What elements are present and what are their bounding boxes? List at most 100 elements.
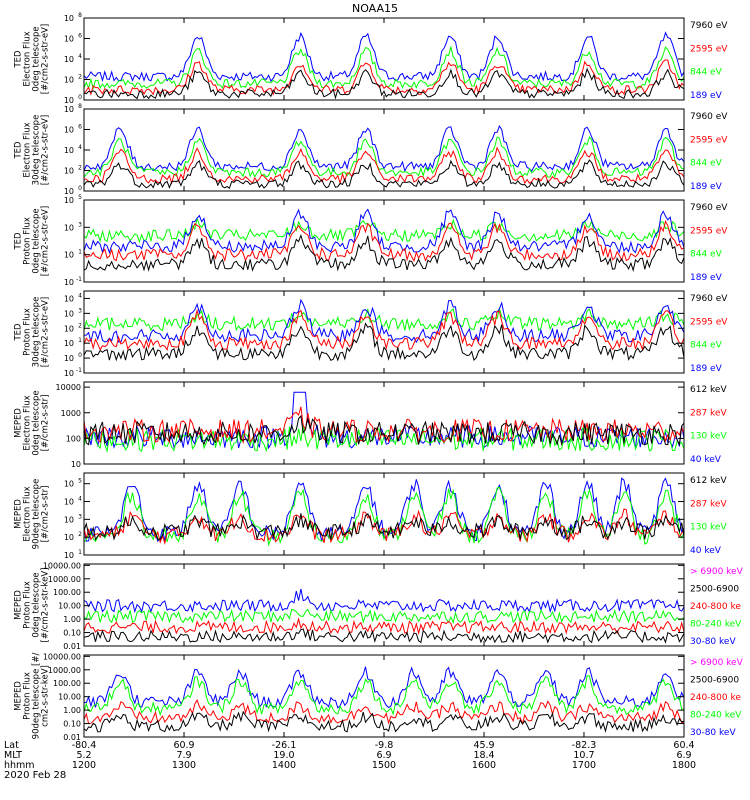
panel-1: 10 0 10 2 10 4 10 6 10 8 TEDElectron Flux0deg tele… (14, 12, 729, 105)
legend-entry: 2595 eV (690, 44, 728, 54)
y-tick-label: 10 (64, 278, 74, 287)
y-axis-label: TEDElectron Flux30deg telescope[#/cm2-s-… (14, 115, 51, 186)
y-tick-exponent: 0 (78, 94, 82, 101)
y-axis-label: TEDProton Flux30deg telescope[#/cm2-s-st… (14, 297, 51, 368)
legend-entry: 2595 eV (690, 317, 728, 327)
y-tick-exponent: 4 (78, 53, 82, 60)
y-tick-label: 100.00 (53, 588, 81, 597)
y-axis-label: MEPEDProton Flux0deg telescope[#/cm2-s-s… (14, 568, 51, 643)
y-tick-label: 10 (64, 498, 74, 507)
series-line-287-kev (83, 406, 685, 445)
legend-entry: 7960 eV (690, 112, 728, 122)
x-tick-label-mlt: 6.9 (376, 750, 391, 761)
y-tick-label: 10 (64, 309, 74, 318)
y-tick-label: 0.10 (63, 720, 81, 729)
y-tick-label: 10 (71, 460, 81, 469)
legend-entry: 189 eV (690, 91, 723, 101)
y-tick-label: 10 (64, 55, 74, 64)
y-tick-label: 10 (64, 35, 74, 44)
date-label: 2020 Feb 28 (4, 770, 66, 781)
y-tick-exponent: 5 (78, 194, 82, 201)
legend-entry: 130 keV (690, 432, 727, 442)
y-tick-label: 10 (64, 105, 74, 114)
y-tick-label: 10 (64, 369, 74, 378)
x-tick-label-mlt: 6.9 (676, 750, 691, 761)
x-tick-label-hhmm: 1300 (172, 760, 196, 771)
legend-entry: 80-240 keV (690, 620, 742, 630)
x-tick-label-mlt: 5.2 (76, 750, 91, 761)
y-tick-exponent: 2 (78, 74, 82, 81)
y-tick-exponent: 3 (78, 221, 82, 228)
series-line-40-kev (83, 391, 685, 450)
y-tick-label: 10 (64, 223, 74, 232)
legend-entry: 40 keV (690, 546, 722, 556)
y-tick-exponent: 6 (78, 124, 82, 131)
series-line-30-80-kev (83, 588, 685, 614)
x-tick-label-hhmm: 1200 (72, 760, 96, 771)
x-tick-label-lat: 60.4 (673, 740, 694, 751)
panel-5: 10 100 1000 10000 MEPEDElectron Flux0deg tel… (14, 381, 727, 469)
legend-entry: 2595 eV (690, 226, 728, 236)
y-axis-label: TEDElectron Flux0deg telescope[#/cm2-s-s… (14, 24, 51, 94)
y-tick-label: 10 (64, 167, 74, 176)
y-tick-label: 1000 (61, 409, 81, 418)
y-tick-label: 10 (64, 294, 74, 303)
x-tick-label-hhmm: 1800 (672, 760, 696, 771)
y-tick-label: 10 (64, 533, 74, 542)
series-line-7960-ev (83, 67, 685, 100)
panel-2: 10 0 10 2 10 4 10 6 10 8 TEDElectron Flux30deg tel… (14, 103, 729, 196)
series-line-2595-ev (83, 308, 685, 352)
x-tick-label-lat: -9.8 (375, 740, 394, 751)
y-tick-exponent: -1 (76, 276, 82, 283)
y-tick-label: 1.00 (63, 615, 81, 624)
x-tick-label-lat: -80.4 (72, 740, 97, 751)
legend-entry: 2500-6900 (690, 676, 739, 686)
y-tick-label: 0.10 (63, 629, 81, 638)
y-axis-label: TEDProton Flux0deg telescope[#/cm2-s-str… (14, 206, 51, 276)
series-line-2500-6900 (83, 710, 685, 734)
series-line-80-240-kev (83, 608, 685, 625)
x-tick-label-lat: -82.3 (572, 740, 597, 751)
y-tick-label: 10 (64, 196, 74, 205)
legend-entry: 40 keV (690, 455, 722, 465)
y-tick-label: 10000.00 (43, 652, 81, 661)
series-line-189-ev (83, 208, 685, 255)
y-tick-exponent: 0 (78, 352, 82, 359)
y-tick-label: 10 (64, 251, 74, 260)
x-tick-label-hhmm: 1400 (272, 760, 296, 771)
series-line-2595-ev (83, 219, 685, 263)
series-line-240-800-ke (83, 698, 685, 726)
x-row-label-hhmm: hhmm (4, 760, 35, 771)
series-line-7960-ev (83, 159, 685, 190)
y-tick-label: 10 (64, 324, 74, 333)
legend-entry: 30-80 keV (690, 637, 736, 647)
panel-frame (83, 472, 685, 556)
y-tick-label: 10 (64, 480, 74, 489)
x-tick-label-hhmm: 1700 (572, 760, 596, 771)
y-tick-exponent: 2 (78, 322, 82, 329)
y-tick-exponent: 0 (78, 185, 82, 192)
y-tick-exponent: 6 (78, 33, 82, 40)
panel-7: 0.01 0.10 1.00 10.00 100.00 1000.00 10000.00ME… (14, 561, 744, 651)
legend-entry: 287 keV (690, 408, 727, 418)
x-tick-label-hhmm: 1500 (372, 760, 396, 771)
legend-entry: 2500-6900 (690, 585, 739, 595)
y-tick-exponent: 4 (78, 144, 82, 151)
legend-entry: 189 eV (690, 364, 723, 374)
legend-entry: 844 eV (690, 159, 723, 169)
legend-entry: 844 eV (690, 341, 723, 351)
series-line-612-kev (83, 513, 685, 541)
x-tick-label-mlt: 7.9 (176, 750, 191, 761)
y-tick-exponent: 3 (78, 307, 82, 314)
y-tick-label: 10 (64, 187, 74, 196)
y-tick-exponent: -1 (76, 367, 82, 374)
y-tick-label: 100.00 (53, 679, 81, 688)
legend-entry: 240-800 ke (690, 602, 741, 612)
y-tick-exponent: 8 (78, 103, 82, 110)
legend-entry: 7960 eV (690, 294, 728, 304)
legend-entry: 844 eV (690, 250, 723, 260)
series-line-189-ev (83, 125, 685, 173)
legend-entry: 189 eV (690, 273, 723, 283)
x-row-label-mlt: MLT (4, 750, 22, 761)
